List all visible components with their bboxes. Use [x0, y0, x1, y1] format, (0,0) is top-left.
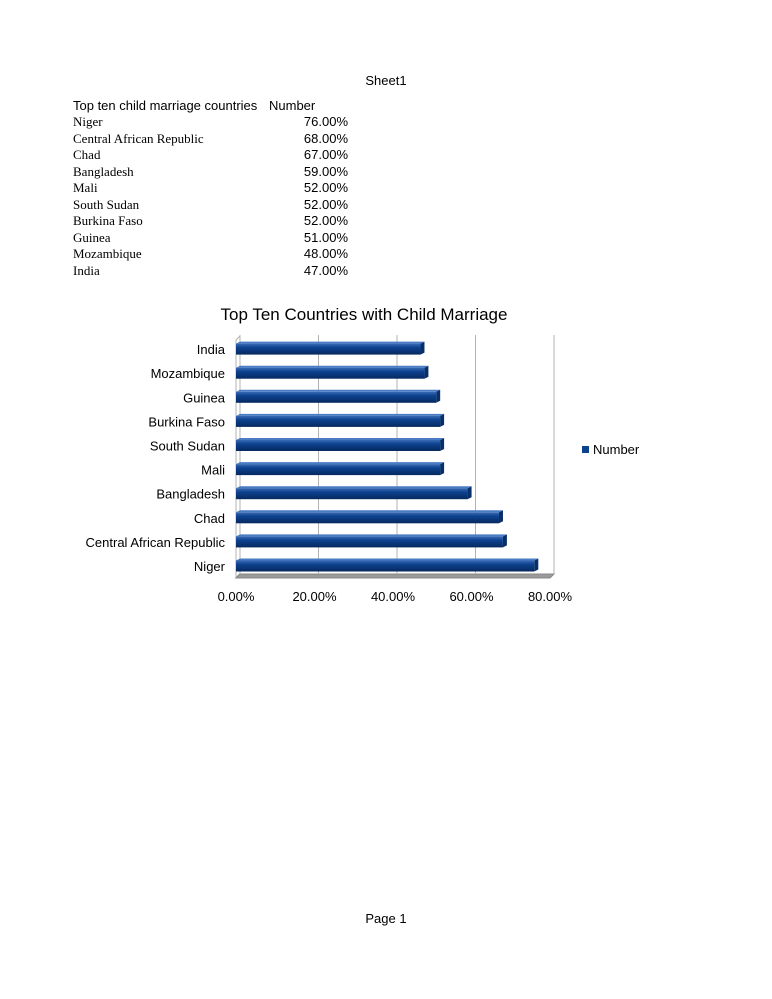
bar-top-face — [236, 438, 445, 440]
bar — [236, 536, 503, 548]
y-category-label: Mali — [201, 463, 225, 478]
legend-label: Number — [593, 442, 640, 457]
x-tick-label: 80.00% — [528, 589, 573, 604]
bar-end-face — [420, 341, 425, 355]
page-footer: Page 1 — [365, 911, 407, 926]
country-cell: Bangladesh — [73, 163, 134, 179]
y-category-label: Bangladesh — [156, 487, 225, 502]
x-tick-label: 40.00% — [371, 589, 416, 604]
y-category-label: Central African Republic — [86, 535, 226, 550]
table-row: Mali 52.00% — [73, 180, 348, 196]
bar-end-face — [440, 438, 445, 451]
bar-end-face — [440, 413, 445, 427]
country-cell: Burkina Faso — [73, 213, 143, 228]
column-header-number: Number — [269, 98, 316, 113]
y-category-label: Burkina Faso — [148, 414, 225, 429]
country-cell: South Sudan — [73, 196, 140, 212]
bar-end-face — [424, 365, 429, 379]
country-cell: India — [73, 262, 100, 278]
y-category-label: Niger — [194, 559, 226, 574]
bar-end-face — [440, 462, 445, 476]
table-row: Central African Republic 68.00% — [73, 131, 348, 147]
value-cell: 59.00% — [303, 163, 348, 179]
table-row: Bangladesh 59.00% — [73, 164, 348, 180]
bar — [236, 512, 499, 524]
bar-end-face — [498, 510, 503, 524]
country-cell: Mozambique — [73, 246, 142, 261]
value-cell: 52.00% — [303, 196, 348, 212]
bar-end-face — [502, 534, 507, 548]
bar — [236, 440, 441, 451]
country-cell: Guinea — [73, 229, 111, 245]
bar — [236, 464, 441, 476]
value-cell: 52.00% — [303, 180, 348, 195]
value-cell: 76.00% — [303, 114, 348, 129]
bar-end-face — [534, 558, 539, 572]
bar — [236, 415, 441, 427]
legend-swatch — [582, 446, 589, 453]
bar-end-face — [467, 486, 472, 500]
bar — [236, 560, 535, 572]
sheet-title: Sheet1 — [365, 73, 407, 88]
bar-top-face — [236, 365, 429, 368]
bar — [236, 488, 468, 500]
bar-top-face — [236, 486, 472, 489]
y-category-label: Guinea — [183, 390, 226, 405]
table-row: Chad 67.00% — [73, 147, 348, 163]
country-cell: Chad — [73, 147, 101, 162]
bar — [236, 391, 437, 403]
x-tick-label: 20.00% — [292, 589, 337, 604]
table-row: South Sudan 52.00% — [73, 197, 348, 213]
value-cell: 48.00% — [303, 246, 348, 261]
x-tick-label: 60.00% — [449, 589, 494, 604]
chart-title: Top Ten Countries with Child Marriage — [220, 305, 508, 324]
bar-end-face — [436, 389, 441, 403]
bar-top-face — [236, 341, 425, 344]
table-row: Guinea 51.00% — [73, 230, 348, 246]
table-row: India 47.00% — [73, 263, 348, 279]
value-cell: 52.00% — [303, 213, 348, 228]
bar-top-face — [236, 413, 445, 416]
value-cell: 51.00% — [303, 229, 348, 245]
country-cell: Mali — [73, 180, 98, 195]
table-row: Niger 76.00% — [73, 114, 348, 130]
y-category-label: South Sudan — [150, 439, 225, 454]
y-category-label: Chad — [194, 511, 225, 526]
bar-top-face — [236, 510, 503, 513]
y-category-label: India — [197, 342, 226, 357]
value-cell: 68.00% — [303, 130, 348, 146]
column-header-country: Top ten child marriage countries — [73, 98, 258, 113]
value-cell: 67.00% — [303, 147, 348, 162]
bar — [236, 343, 421, 355]
bar-top-face — [236, 534, 507, 537]
table-row: Burkina Faso 52.00% — [73, 213, 348, 229]
bar — [236, 367, 425, 379]
bar-top-face — [236, 389, 441, 392]
table-row: Mozambique 48.00% — [73, 246, 348, 262]
bar-top-face — [236, 558, 539, 561]
country-cell: Central African Republic — [73, 130, 204, 146]
y-category-label: Mozambique — [151, 366, 225, 381]
bar-top-face — [236, 462, 445, 465]
chart-floor — [234, 573, 556, 579]
country-cell: Niger — [73, 114, 103, 129]
x-tick-label: 0.00% — [218, 589, 255, 604]
value-cell: 47.00% — [303, 262, 348, 278]
